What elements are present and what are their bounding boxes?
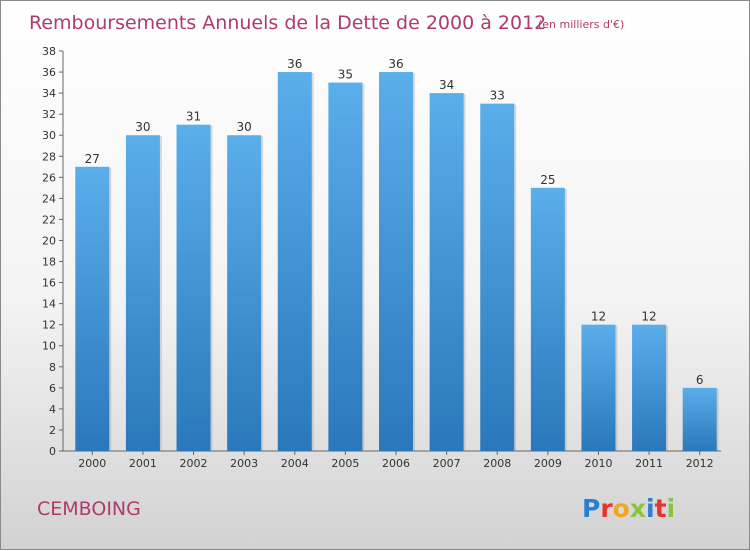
bar-2002: [176, 124, 211, 452]
data-label-2001: 30: [135, 120, 150, 134]
bar-2008: [480, 103, 515, 451]
y-tick-label: 32: [42, 108, 56, 121]
y-tick-label: 24: [42, 192, 56, 205]
y-tick-label: 0: [49, 445, 56, 458]
proxiti-logo: Proxiti: [582, 494, 675, 523]
x-tick-label: 2012: [686, 457, 714, 470]
y-tick-label: 26: [42, 171, 56, 184]
x-tick-label: 2006: [382, 457, 410, 470]
y-tick-label: 4: [49, 403, 56, 416]
bar-2006: [379, 72, 413, 451]
logo-letter: x: [630, 494, 646, 523]
x-tick-label: 2011: [635, 457, 663, 470]
x-tick-label: 2004: [281, 457, 309, 470]
y-tick-label: 28: [42, 150, 56, 163]
bar-2011: [632, 324, 667, 451]
x-tick-label: 2008: [483, 457, 511, 470]
y-tick-label: 18: [42, 256, 56, 269]
bar-2010: [581, 324, 616, 451]
data-label-2011: 12: [641, 310, 656, 324]
data-label-2006: 36: [388, 57, 403, 71]
bar-2003: [227, 135, 262, 452]
logo-letter: o: [613, 494, 630, 523]
data-label-2002: 31: [186, 110, 201, 124]
bars: 27 2000 30 2001 31 2002 30 2003 36 2004 35 2005 36 20…: [75, 57, 719, 470]
bar-2000: [75, 166, 110, 451]
commune-name: CEMBOING: [37, 498, 141, 520]
x-tick-label: 2007: [433, 457, 461, 470]
y-tick-label: 14: [42, 298, 56, 311]
bar-2004: [277, 72, 312, 451]
data-label-2008: 33: [490, 89, 505, 103]
x-tick-label: 2005: [331, 457, 359, 470]
data-label-2000: 27: [85, 152, 100, 166]
y-tick-label: 10: [42, 340, 56, 353]
x-tick-label: 2001: [129, 457, 157, 470]
x-tick-label: 2009: [534, 457, 562, 470]
y-tick-label: 2: [49, 424, 56, 437]
x-tick-label: 2003: [230, 457, 258, 470]
chart-title: Remboursements Annuels de la Dette de 20…: [29, 12, 546, 34]
y-tick-label: 16: [42, 277, 56, 290]
y-tick-label: 30: [42, 129, 56, 142]
y-tick-label: 38: [42, 45, 56, 58]
y-tick-label: 36: [42, 66, 56, 79]
x-tick-label: 2000: [78, 457, 106, 470]
bar-2001: [125, 135, 160, 452]
y-tick-label: 6: [49, 382, 56, 395]
data-label-2003: 30: [237, 120, 252, 134]
chart-subtitle: (en milliers d'€): [538, 18, 624, 31]
logo-letter: i: [646, 494, 655, 523]
data-label-2005: 35: [338, 68, 353, 82]
bar-2009: [530, 187, 565, 451]
x-tick-label: 2002: [180, 457, 208, 470]
bar-2007: [429, 93, 464, 452]
y-tick-label: 12: [42, 319, 56, 332]
logo-letter: i: [667, 494, 676, 523]
y-tick-label: 20: [42, 234, 56, 247]
logo-letter: P: [582, 494, 600, 523]
data-label-2007: 34: [439, 78, 454, 92]
logo-letter: t: [655, 494, 667, 523]
bar-2012: [682, 387, 717, 451]
data-label-2012: 6: [696, 373, 704, 387]
data-label-2010: 12: [591, 310, 606, 324]
bar-2005: [328, 82, 363, 451]
y-tick-label: 22: [42, 213, 56, 226]
logo-letter: r: [600, 494, 613, 523]
data-label-2009: 25: [540, 173, 555, 187]
x-tick-label: 2010: [584, 457, 612, 470]
data-label-2004: 36: [287, 57, 302, 71]
y-tick-label: 34: [42, 87, 56, 100]
y-tick-label: 8: [49, 361, 56, 374]
